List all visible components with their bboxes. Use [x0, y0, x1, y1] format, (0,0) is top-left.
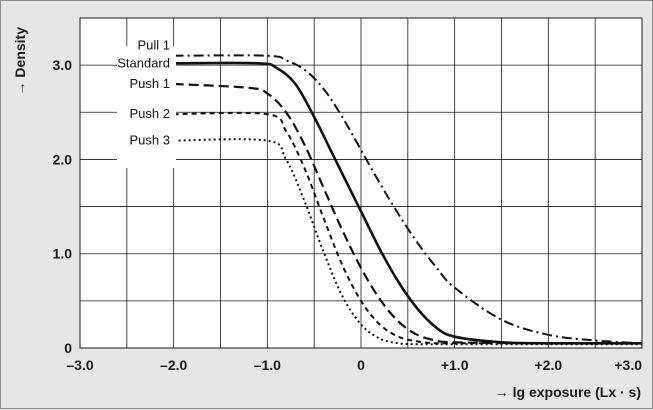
y-tick-label: 0 [64, 340, 72, 356]
y-tick-label: 3.0 [53, 57, 73, 73]
x-tick-label: +3.0 [614, 357, 642, 373]
legend-background [117, 46, 176, 168]
x-tick-label: 0 [357, 357, 365, 373]
legend: Pull 1 Standard Push 1 Push 2 Push 3 [117, 38, 170, 148]
x-tick-label: +2.0 [535, 357, 563, 373]
legend-label-standard: Standard [117, 55, 170, 70]
curves [173, 54, 643, 346]
x-tick-label: +1.0 [441, 357, 469, 373]
legend-label-push-3: Push 3 [130, 133, 170, 148]
y-tick-label: 2.0 [53, 151, 73, 167]
x-tick-label: –3.0 [66, 357, 93, 373]
curve-push-2 [173, 111, 642, 345]
tick-labels: –3.0 –2.0 –1.0 0 +1.0 +2.0 +3.0 0 1.0 2.0 3.0 [53, 57, 643, 373]
x-axis-label: → lg exposure (Lx · s) [495, 384, 641, 400]
legend-label-push-1: Push 1 [130, 76, 170, 91]
x-tick-label: –1.0 [254, 357, 281, 373]
legend-label-pull-1: Pull 1 [137, 38, 170, 53]
legend-label-push-2: Push 2 [130, 106, 170, 121]
x-tick-label: –2.0 [160, 357, 187, 373]
curve-standard [173, 61, 643, 345]
y-tick-label: 1.0 [53, 246, 73, 262]
curve-pull-1 [173, 54, 643, 345]
curve-push-1 [173, 82, 643, 345]
curve-push-3 [173, 138, 642, 346]
y-axis-label: → Density [12, 27, 28, 96]
grid [80, 18, 642, 348]
